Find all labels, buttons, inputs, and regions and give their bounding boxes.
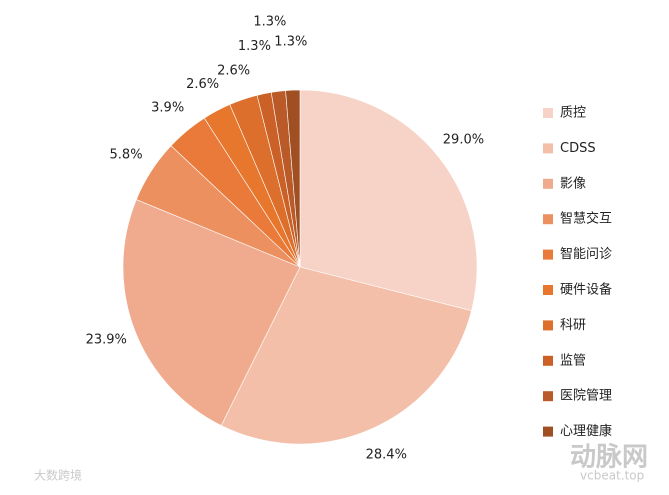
watermark: 大数跨境 (34, 468, 82, 483)
legend-swatch (543, 285, 553, 295)
watermark: 动脉网 (570, 443, 648, 473)
legend-label: 影像 (560, 176, 586, 191)
data-label: 23.9% (86, 332, 127, 347)
data-label: 1.3% (253, 14, 286, 29)
legend-label: 智能问诊 (560, 247, 612, 262)
watermark: vcbeat.top (580, 469, 644, 483)
data-label: 1.3% (274, 35, 307, 50)
legend-swatch (543, 426, 553, 437)
legend-swatch (543, 320, 553, 331)
data-label: 2.6% (186, 77, 219, 92)
legend-swatch (543, 355, 553, 366)
legend-label: 质控 (560, 106, 586, 121)
legend-swatch (543, 214, 553, 225)
data-label: 1.3% (238, 39, 271, 54)
pie-slice (122, 199, 301, 426)
data-label: 5.8% (110, 147, 143, 162)
legend-label: 科研 (560, 318, 586, 333)
pie-slice (299, 89, 478, 312)
legend-swatch (543, 143, 553, 154)
data-label: 29.0% (443, 132, 484, 147)
legend-swatch (543, 108, 553, 118)
legend-label: 心理健康 (560, 423, 612, 439)
pie-slice (285, 89, 301, 268)
legend-label: 智慧交互 (560, 211, 612, 227)
data-label: 28.4% (366, 448, 407, 463)
legend-label: 监管 (560, 353, 586, 368)
legend-label: CDSS (560, 141, 596, 156)
data-label: 2.6% (217, 63, 250, 78)
pie-slice (220, 266, 472, 445)
legend-swatch (543, 178, 553, 189)
legend-swatch (543, 391, 553, 402)
legend-swatch (543, 249, 553, 260)
data-label: 3.9% (151, 100, 184, 115)
legend-label: 医院管理 (560, 389, 612, 404)
legend-label: 硬件设备 (560, 282, 612, 298)
